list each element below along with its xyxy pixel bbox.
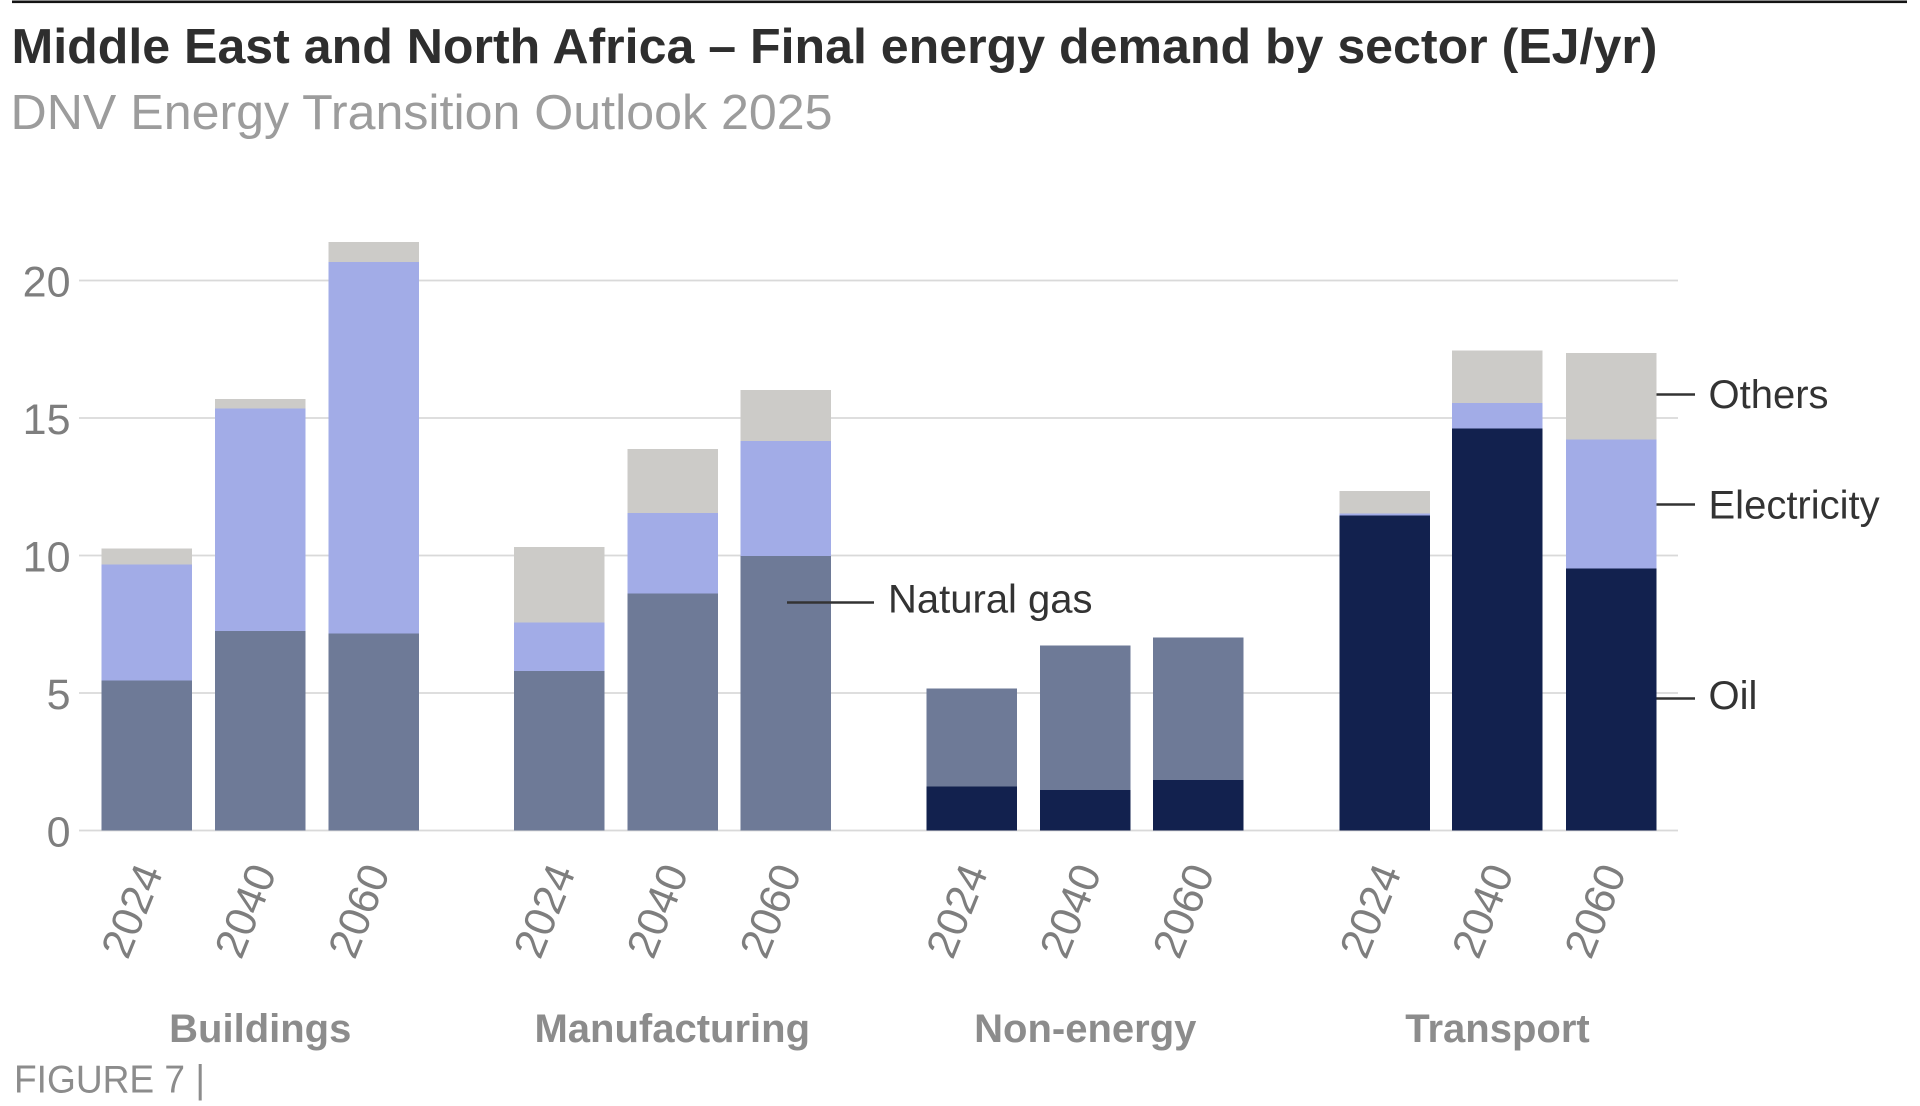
svg-text:15: 15 — [23, 396, 71, 444]
svg-text:DNV Energy Transition Outlook: DNV Energy Transition Outlook 2025 — [11, 86, 833, 140]
svg-text:20: 20 — [23, 259, 71, 307]
svg-text:Others: Others — [1709, 373, 1829, 417]
svg-text:Manufacturing: Manufacturing — [534, 1007, 810, 1051]
svg-text:Non-energy: Non-energy — [974, 1007, 1197, 1051]
svg-text:Natural gas: Natural gas — [888, 578, 1093, 622]
svg-text:Buildings: Buildings — [169, 1007, 351, 1051]
svg-text:Transport: Transport — [1405, 1007, 1589, 1051]
svg-text:10: 10 — [23, 534, 71, 582]
svg-text:0: 0 — [47, 809, 71, 857]
svg-text:Electricity: Electricity — [1709, 484, 1880, 528]
svg-text:Middle East and North Africa –: Middle East and North Africa – Final ene… — [12, 20, 1658, 74]
svg-text:Oil: Oil — [1709, 674, 1758, 718]
svg-text:5: 5 — [47, 671, 71, 719]
svg-text:FIGURE 7 |: FIGURE 7 | — [14, 1059, 205, 1102]
